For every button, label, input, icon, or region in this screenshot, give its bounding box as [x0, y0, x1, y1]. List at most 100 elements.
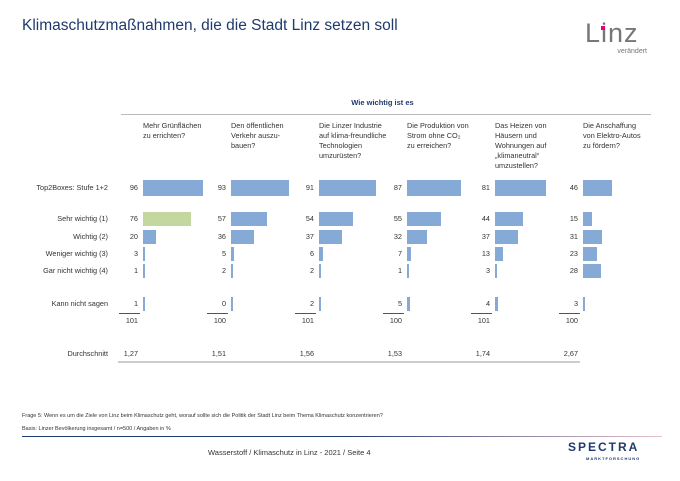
footer-title: Wasserstoff / Klimaschutz in Linz - 2021…	[208, 448, 371, 457]
value-label: 3	[485, 266, 490, 275]
value-label: 7	[397, 249, 402, 258]
bar	[319, 212, 353, 226]
bar	[231, 230, 254, 244]
bar	[583, 297, 585, 311]
value-label: 4	[485, 299, 490, 308]
value-label: 1	[133, 299, 138, 308]
value-label: 6	[309, 249, 314, 258]
average-value: 1,56	[299, 349, 314, 358]
category-label: Die Anschaffung von Elektro-Autos zu förde…	[583, 121, 641, 150]
bar	[231, 264, 233, 278]
bar	[583, 180, 612, 196]
bar	[495, 297, 498, 311]
bar	[407, 180, 462, 196]
bar	[407, 297, 411, 311]
bar	[143, 264, 145, 278]
bar	[495, 230, 519, 244]
value-label: 87	[393, 183, 402, 192]
bar	[495, 264, 497, 278]
series-label: Top2Boxes: Stufe 1+2	[36, 183, 108, 192]
bar	[583, 264, 601, 278]
bar	[407, 247, 412, 261]
bar	[319, 247, 323, 261]
value-label: 32	[393, 232, 402, 241]
footer-divider	[22, 436, 662, 437]
value-label: 13	[481, 249, 490, 258]
bar	[583, 212, 593, 226]
value-label: 46	[569, 183, 578, 192]
total-label: 101	[301, 316, 314, 325]
logo-dot	[601, 26, 605, 30]
average-value: 1,74	[475, 349, 490, 358]
value-label: 0	[221, 299, 226, 308]
logo-subtitle: verändert	[617, 48, 647, 55]
value-label: 81	[481, 183, 490, 192]
value-label: 20	[129, 232, 138, 241]
value-label: 76	[129, 214, 138, 223]
category-label: Die Linzer Industrie auf klima-freundlich…	[319, 121, 387, 160]
value-label: 91	[305, 183, 314, 192]
average-value: 2,67	[563, 349, 578, 358]
sum-line	[559, 313, 580, 314]
value-label: 44	[481, 214, 490, 223]
sum-line	[119, 313, 140, 314]
series-label: Gar nicht wichtig (4)	[43, 266, 108, 275]
value-label: 2	[309, 299, 314, 308]
bar	[143, 297, 145, 311]
bar	[143, 247, 145, 261]
average-value: 1,51	[211, 349, 226, 358]
bar	[231, 180, 290, 196]
bar	[407, 264, 409, 278]
value-label: 5	[221, 249, 226, 258]
bar	[231, 297, 233, 311]
bar	[319, 230, 343, 244]
bar	[231, 247, 235, 261]
average-label: Durchschnitt	[67, 349, 108, 358]
bar	[319, 180, 376, 196]
value-label: 36	[217, 232, 226, 241]
total-label: 101	[477, 316, 490, 325]
total-label: 100	[565, 316, 578, 325]
series-label: Wichtig (2)	[73, 232, 108, 241]
value-label: 23	[569, 249, 578, 258]
bar	[495, 212, 523, 226]
bar	[407, 212, 442, 226]
spectra-logo: SPECTRA	[568, 440, 640, 454]
sum-line	[207, 313, 228, 314]
value-label: 1	[397, 266, 402, 275]
value-label: 2	[221, 266, 226, 275]
value-label: 15	[569, 214, 578, 223]
bar	[231, 212, 267, 226]
spectra-logo-sub: MARKTFORSCHUNG	[586, 456, 641, 461]
series-label: Sehr wichtig (1)	[57, 214, 108, 223]
value-label: 2	[309, 266, 314, 275]
value-label: 57	[217, 214, 226, 223]
value-label: 54	[305, 214, 314, 223]
value-label: 3	[573, 299, 578, 308]
bar	[407, 230, 427, 244]
value-label: 96	[129, 183, 138, 192]
bar	[143, 212, 191, 226]
average-value: 1,27	[123, 349, 138, 358]
average-value: 1,53	[387, 349, 402, 358]
page-title: Klimaschutzmaßnahmen, die die Stadt Linz…	[22, 17, 398, 34]
value-label: 93	[217, 183, 226, 192]
value-label: 37	[305, 232, 314, 241]
linz-logo: Linz verändert	[585, 18, 647, 55]
category-label: Die Produktion von Strom ohne CO₂ zu errei…	[407, 121, 469, 150]
value-label: 5	[397, 299, 402, 308]
bar	[495, 247, 504, 261]
bar	[583, 247, 598, 261]
total-label: 100	[213, 316, 226, 325]
bar	[319, 297, 321, 311]
bar	[583, 230, 603, 244]
value-label: 31	[569, 232, 578, 241]
value-label: 1	[133, 266, 138, 275]
sum-line	[471, 313, 492, 314]
header-divider	[121, 114, 651, 115]
series-label: Weniger wichtig (3)	[45, 249, 108, 258]
logo-text: Linz	[585, 18, 639, 48]
value-label: 3	[133, 249, 138, 258]
total-label: 100	[389, 316, 402, 325]
